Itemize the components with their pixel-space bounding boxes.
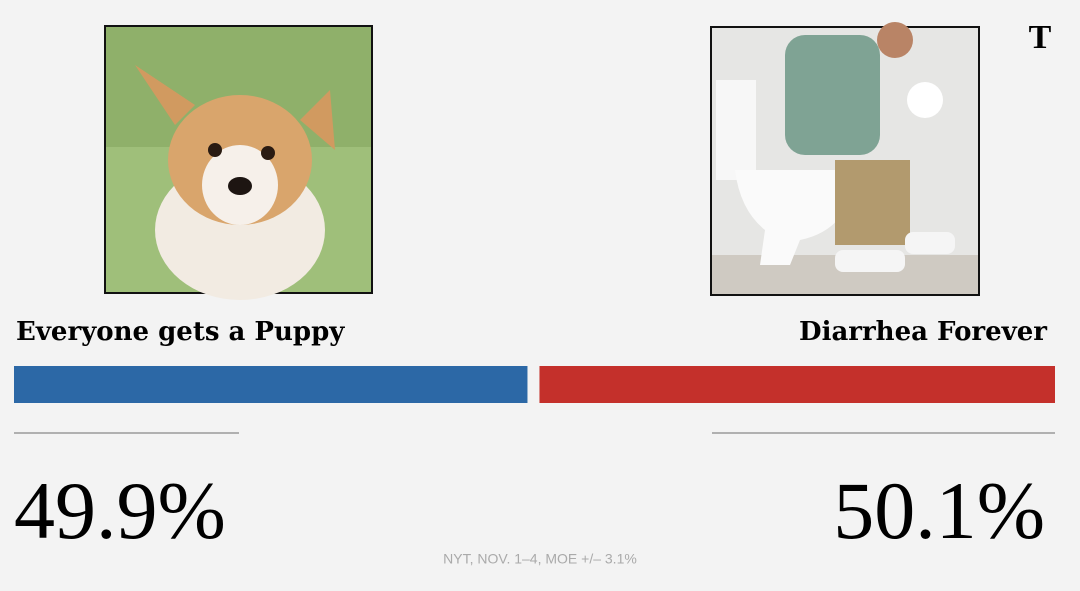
candidate-label: Diarrhea Forever [799,317,1047,347]
toilet-photo [710,22,980,296]
bar [14,366,528,403]
source-note: NYT, NOV. 1–4, MOE +/– 3.1% [443,551,637,567]
value-label: 50.1% [833,465,1045,556]
logo: T [1029,19,1052,56]
candidate-label: Everyone gets a Puppy [16,317,345,347]
bar [539,366,1055,403]
value-label: 49.9% [14,465,226,556]
puppy-photo [104,25,373,300]
